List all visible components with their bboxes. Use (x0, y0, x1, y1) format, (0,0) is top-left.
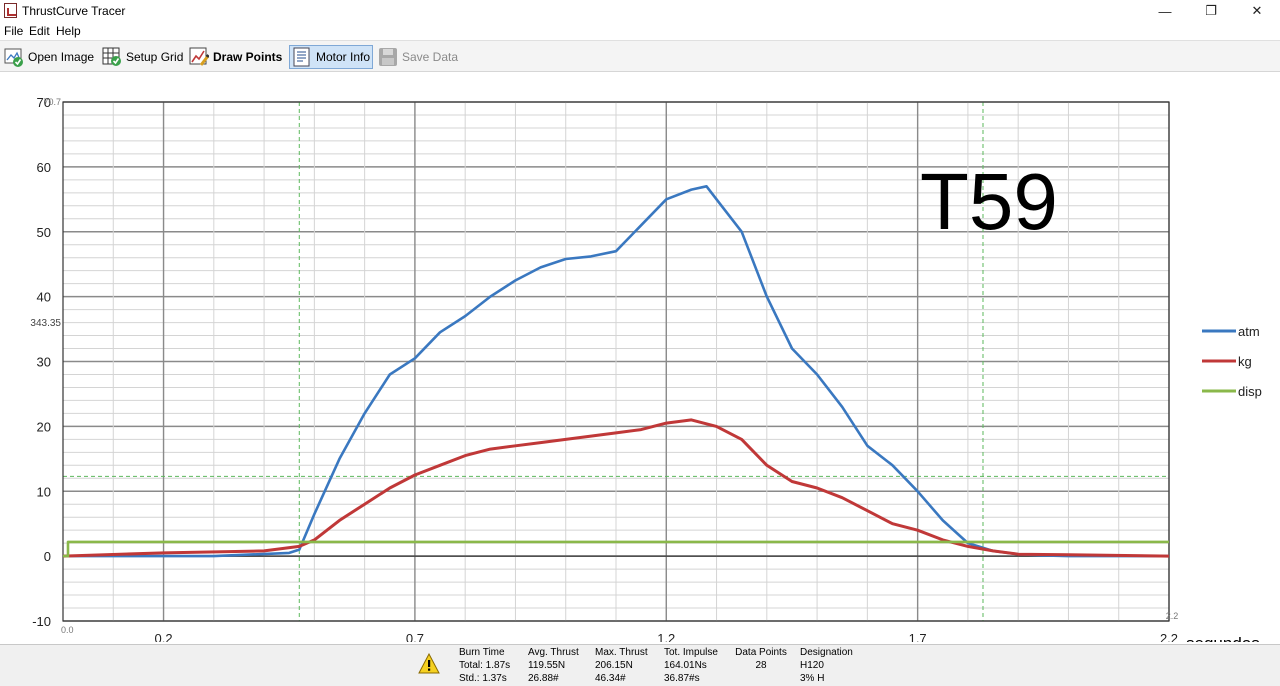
motor-info-icon (293, 47, 310, 67)
stat-data-points: Data Points 28 (734, 646, 788, 672)
overlay-text: T59 (920, 157, 1058, 246)
stat-max-thrust-total: 206.15N (595, 660, 633, 671)
y-tick-label: 50 (37, 225, 51, 240)
save-data-icon (379, 48, 397, 66)
series-lines (62, 185, 1170, 558)
y-tick-label: 10 (37, 484, 51, 499)
draw-points-button[interactable]: Draw Points (187, 45, 284, 69)
stat-data-points-total: 28 (755, 660, 767, 671)
y-tick-labels: 70 60 50 40 30 20 10 0 -10 (32, 95, 51, 629)
legend-label-disp: disp (1238, 384, 1262, 399)
y-tick-label: -10 (32, 614, 51, 629)
corner-label-end: 2.2 (1166, 611, 1179, 621)
stat-designation-std: 3% H (800, 673, 825, 684)
stat-avg-thrust-std: 26.88# (528, 673, 559, 684)
warning-icon (418, 653, 440, 674)
window-title: ThrustCurve Tracer (22, 4, 126, 18)
stat-data-points-header: Data Points (735, 647, 787, 658)
maximize-button[interactable]: ❐ (1205, 3, 1217, 18)
stat-burn-time-header: Burn Time (459, 647, 505, 658)
series-line-kg (62, 418, 1170, 558)
stat-designation: Designation H120 3% H (800, 646, 853, 685)
open-image-label: Open Image (28, 50, 95, 64)
y-tick-label: 40 (37, 290, 51, 305)
stat-avg-thrust-header: Avg. Thrust (528, 647, 579, 658)
corner-label-top: 70.7 (43, 97, 61, 107)
stat-tot-impulse-header: Tot. Impulse (664, 647, 718, 658)
stat-tot-impulse: Tot. Impulse 164.01Ns 36.87#s (664, 646, 718, 685)
plot-area: T59 70 60 50 40 30 20 10 0 -10 0.2 0.7 1.2 1.7 2.2 7… (10, 84, 1270, 653)
minimize-button[interactable]: — (1158, 3, 1172, 19)
draw-points-label: Draw Points (213, 50, 283, 64)
open-image-icon (4, 48, 23, 67)
app-icon (4, 3, 17, 18)
x-tick-label: 0.7 (406, 631, 424, 642)
motor-info-button[interactable]: Motor Info (289, 45, 374, 69)
y-tick-label: 70 (37, 95, 51, 110)
setup-grid-icon (102, 47, 121, 66)
stat-max-thrust-header: Max. Thrust (595, 647, 648, 658)
stat-avg-thrust: Avg. Thrust 119.55N 26.88# (528, 646, 579, 685)
guide-lines (63, 102, 1169, 621)
series-line-disp (63, 540, 1169, 558)
stat-burn-time: Burn Time Total: 1.87s Std.: 1.37s (459, 646, 510, 685)
y-tick-label: 0 (44, 549, 51, 564)
x-tick-label: 2.2 (1160, 631, 1178, 642)
motor-info-label: Motor Info (316, 50, 371, 64)
setup-grid-label: Setup Grid (126, 50, 184, 64)
status-bar (0, 644, 1280, 686)
close-button[interactable]: ✕ (1251, 3, 1263, 18)
legend-label-kg: kg (1238, 354, 1252, 369)
menu-bar: File Edit Help (0, 22, 1280, 40)
stat-tot-impulse-std: 36.87#s (664, 673, 700, 684)
legend-label-atm: atm (1238, 324, 1260, 339)
y-tick-label: 30 (37, 355, 51, 370)
title-bar: ThrustCurve Tracer — ❐ ✕ (0, 0, 1280, 22)
save-data-button[interactable]: Save Data (376, 45, 460, 69)
corner-label-origin: 0.0 (61, 625, 74, 635)
open-image-button[interactable]: Open Image (2, 45, 96, 69)
draw-points-icon (189, 47, 209, 66)
menu-help[interactable]: Help (56, 24, 81, 38)
stat-designation-header: Designation (800, 647, 853, 658)
x-axis-label: segundos (1186, 634, 1260, 642)
toolbar: Open Image Setup Grid Draw Points Motor … (0, 40, 1280, 72)
grid (62, 101, 1170, 622)
x-tick-label: 0.2 (155, 631, 173, 642)
series-line-atm (63, 185, 1169, 558)
menu-file[interactable]: File (4, 24, 24, 38)
x-tick-label: 1.2 (657, 631, 675, 642)
stat-max-thrust: Max. Thrust 206.15N 46.34# (595, 646, 648, 685)
menu-edit[interactable]: Edit (29, 24, 50, 38)
thrust-chart: T59 70 60 50 40 30 20 10 0 -10 0.2 0.7 1.2 1.7 2.2 7… (30, 95, 1262, 653)
side-value-label: 343.35 (30, 318, 61, 329)
stat-tot-impulse-total: 164.01Ns (664, 660, 707, 671)
setup-grid-button[interactable]: Setup Grid (100, 45, 185, 69)
x-tick-label: 1.7 (909, 631, 927, 642)
y-tick-label: 60 (37, 160, 51, 175)
stat-avg-thrust-total: 119.55N (528, 660, 566, 671)
plot-frame (62, 101, 1170, 622)
y-tick-label: 20 (37, 419, 51, 434)
x-tick-labels: 0.2 0.7 1.2 1.7 2.2 (155, 631, 1179, 646)
stat-burn-time-total: Total: 1.87s (459, 660, 511, 671)
save-data-label: Save Data (402, 50, 459, 64)
stat-max-thrust-std: 46.34# (595, 673, 626, 684)
stat-burn-time-std: Std.: 1.37s (459, 673, 507, 684)
legend: atm kg disp (1202, 324, 1262, 399)
stat-designation-total: H120 (800, 660, 824, 671)
